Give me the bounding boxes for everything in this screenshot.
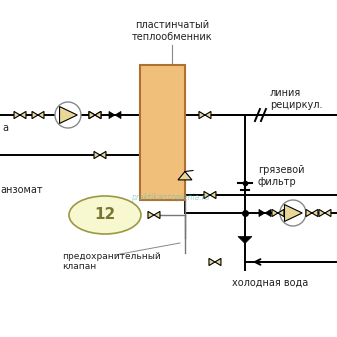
Polygon shape <box>306 209 312 217</box>
Polygon shape <box>278 209 284 217</box>
Bar <box>140 65 185 200</box>
Polygon shape <box>284 205 302 221</box>
Polygon shape <box>215 258 221 266</box>
Polygon shape <box>272 209 278 217</box>
Polygon shape <box>115 112 121 119</box>
Polygon shape <box>14 112 20 119</box>
Polygon shape <box>154 211 160 219</box>
Polygon shape <box>148 211 154 219</box>
Polygon shape <box>204 191 210 198</box>
Polygon shape <box>89 112 95 119</box>
Text: 12: 12 <box>94 208 116 222</box>
Polygon shape <box>95 112 101 119</box>
Polygon shape <box>100 151 106 159</box>
Text: грязевой
фильтр: грязевой фильтр <box>258 165 304 187</box>
Text: линия
рециркул.: линия рециркул. <box>270 88 323 110</box>
Polygon shape <box>325 209 331 217</box>
Polygon shape <box>32 112 38 119</box>
Polygon shape <box>94 151 100 159</box>
Ellipse shape <box>69 196 141 234</box>
Polygon shape <box>89 112 95 119</box>
Polygon shape <box>209 258 215 266</box>
Polygon shape <box>20 112 26 119</box>
Polygon shape <box>265 209 271 217</box>
Polygon shape <box>319 209 325 217</box>
Text: анзомат: анзомат <box>0 185 42 195</box>
Circle shape <box>280 200 306 226</box>
Polygon shape <box>109 112 115 119</box>
Polygon shape <box>205 112 211 119</box>
Polygon shape <box>312 209 318 217</box>
Text: praktikаотоplenia.ru: praktikаотоplenia.ru <box>131 193 209 203</box>
Polygon shape <box>238 237 252 244</box>
Polygon shape <box>178 172 192 180</box>
Circle shape <box>55 102 81 128</box>
Text: холодная вода: холодная вода <box>232 278 308 288</box>
Polygon shape <box>210 191 216 198</box>
Polygon shape <box>38 112 44 119</box>
Polygon shape <box>60 106 77 123</box>
Polygon shape <box>95 112 101 119</box>
Polygon shape <box>259 209 265 217</box>
Polygon shape <box>199 112 205 119</box>
Text: пластинчатый
теплообменник: пластинчатый теплообменник <box>132 20 213 42</box>
Text: предохранительный
клапан: предохранительный клапан <box>62 252 161 271</box>
Text: а: а <box>2 123 8 133</box>
